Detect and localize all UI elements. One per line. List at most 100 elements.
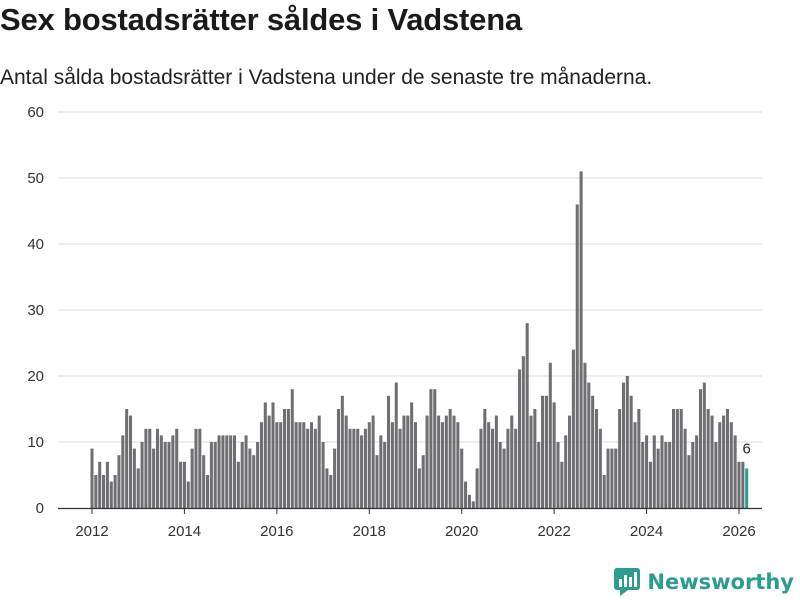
bar <box>333 448 337 508</box>
bar <box>167 442 171 508</box>
bar <box>568 415 572 508</box>
bar <box>440 422 444 508</box>
bar <box>552 402 556 508</box>
bar <box>491 428 495 508</box>
x-tick-label: 2020 <box>445 523 478 540</box>
bar <box>279 422 283 508</box>
bar <box>217 435 221 508</box>
bar <box>159 435 163 508</box>
bar <box>637 409 641 508</box>
bar <box>602 475 606 508</box>
bar <box>240 442 244 508</box>
bar <box>175 428 179 508</box>
bar <box>583 362 587 508</box>
bar <box>425 415 429 508</box>
bar <box>514 428 518 508</box>
bar <box>221 435 225 508</box>
bar <box>410 402 414 508</box>
bar <box>352 428 356 508</box>
bar <box>656 448 660 508</box>
bar <box>675 409 679 508</box>
bar <box>336 409 340 508</box>
bar <box>325 468 329 508</box>
bar <box>275 422 279 508</box>
bar <box>298 422 302 508</box>
x-tick-label: 2022 <box>537 523 570 540</box>
bar <box>182 461 186 508</box>
bar <box>575 204 579 508</box>
bar <box>614 448 618 508</box>
bar <box>98 461 102 508</box>
bar <box>283 409 287 508</box>
bar <box>309 422 314 508</box>
bar <box>467 494 471 508</box>
bar <box>529 415 533 508</box>
bar <box>417 468 421 508</box>
bar <box>679 409 683 508</box>
gridlines <box>58 111 762 443</box>
bar <box>625 376 629 508</box>
y-tick-label: 50 <box>27 170 44 187</box>
bar <box>248 448 252 508</box>
bar <box>448 409 452 508</box>
bar <box>444 415 448 508</box>
bar <box>525 323 529 508</box>
bar <box>706 409 710 508</box>
bar <box>517 369 522 508</box>
bar <box>213 442 217 508</box>
x-tick-label: 2024 <box>630 523 663 540</box>
x-tick-label: 2026 <box>722 523 755 540</box>
bar <box>313 428 317 508</box>
bar <box>456 422 460 508</box>
x-tick-label: 2016 <box>260 523 293 540</box>
bar <box>460 448 464 508</box>
bar <box>498 442 502 508</box>
bar <box>329 475 333 508</box>
bar <box>109 481 113 508</box>
bar <box>194 428 198 508</box>
bar <box>610 448 614 508</box>
bar <box>664 442 668 508</box>
bar <box>360 435 364 508</box>
x-tick-label: 2014 <box>168 523 201 540</box>
bar <box>236 461 240 508</box>
bar <box>660 435 664 508</box>
bar <box>729 422 733 508</box>
bar <box>105 461 109 508</box>
bar <box>136 468 140 508</box>
bar <box>544 395 548 508</box>
bar <box>710 415 714 508</box>
bar <box>94 475 98 508</box>
bar <box>263 402 267 508</box>
bar <box>564 435 568 508</box>
bar <box>618 409 622 508</box>
bar <box>144 428 148 508</box>
bar <box>290 389 294 508</box>
bar <box>598 428 602 508</box>
bars <box>90 171 749 508</box>
bar <box>479 428 483 508</box>
bar <box>286 409 290 508</box>
bar <box>232 435 237 508</box>
bar <box>483 409 487 508</box>
bar <box>606 448 610 508</box>
bar <box>537 442 541 508</box>
bar <box>206 475 210 508</box>
bar <box>225 435 229 508</box>
bar <box>121 435 125 508</box>
bar <box>702 382 706 508</box>
bar <box>113 475 117 508</box>
bar <box>102 475 106 508</box>
bar <box>433 389 437 508</box>
bar <box>733 435 737 508</box>
bar <box>437 415 441 508</box>
bar <box>698 389 703 508</box>
bar <box>429 389 433 508</box>
bar <box>668 442 672 508</box>
bar <box>556 442 560 508</box>
bar <box>148 428 152 508</box>
bar <box>375 455 379 508</box>
bar <box>560 461 564 508</box>
bar-latest <box>745 468 749 508</box>
bar <box>244 435 248 508</box>
